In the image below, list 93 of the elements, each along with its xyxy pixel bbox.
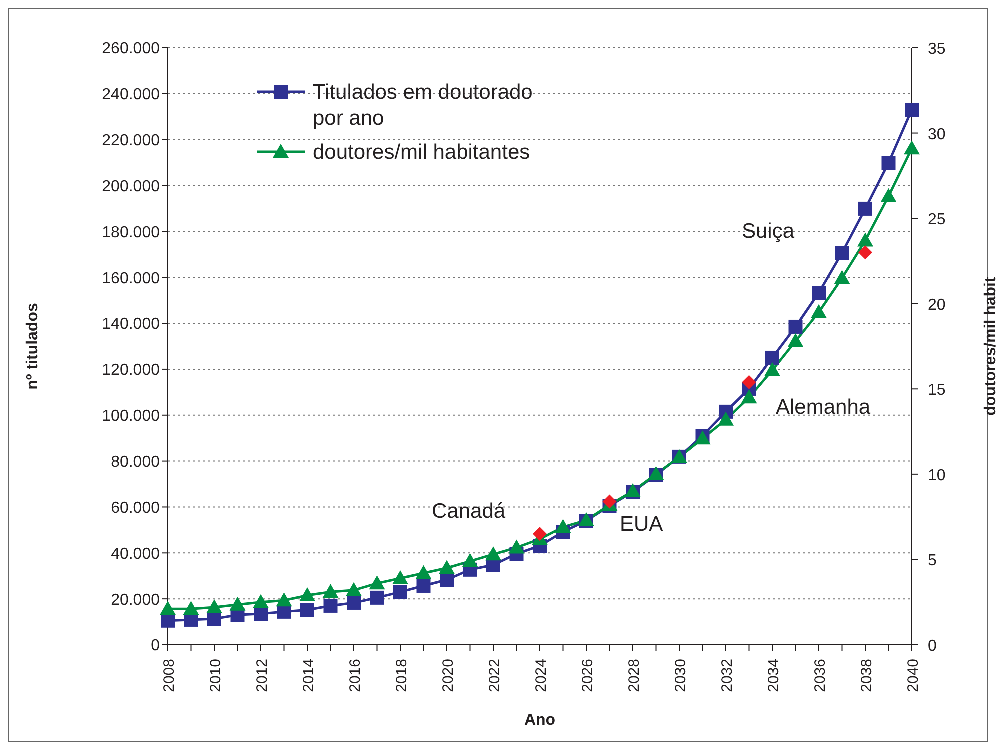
point <box>394 585 408 600</box>
y2-tick-label: 25 <box>928 212 946 229</box>
y2-tick-label: 5 <box>928 552 937 570</box>
point <box>300 588 316 602</box>
point <box>764 362 780 376</box>
y2-tick-label: 10 <box>928 467 946 484</box>
point <box>812 286 826 300</box>
point <box>253 594 269 608</box>
y-tick-label: 180.000 <box>102 224 160 242</box>
point <box>392 570 408 584</box>
y-tick-label: 100.000 <box>102 408 160 426</box>
point <box>718 412 734 426</box>
x-tick-label: 2018 <box>394 659 410 692</box>
y-tick-label: 200.000 <box>102 178 160 196</box>
point <box>880 188 897 202</box>
y-tick-label: 220.000 <box>102 132 160 150</box>
annotation: Canadá <box>432 500 506 524</box>
point <box>416 565 432 580</box>
point <box>811 304 827 318</box>
point <box>230 596 246 611</box>
y-tick-label: 160.000 <box>102 270 160 288</box>
point <box>276 592 292 607</box>
y2-tick-label: 30 <box>928 126 946 144</box>
annotation: EUA <box>620 513 664 537</box>
point <box>439 560 455 574</box>
point <box>602 494 617 509</box>
x-tick-label: 2024 <box>533 659 550 692</box>
x-axis-title: Ano <box>524 712 556 729</box>
point <box>346 582 362 596</box>
point <box>324 598 338 613</box>
x-tick-label: 2034 <box>766 659 782 692</box>
x-tick-label: 2014 <box>300 659 318 692</box>
x-tick-label: 2020 <box>440 659 457 692</box>
point <box>416 578 431 593</box>
x-tick-label: 2016 <box>347 659 364 692</box>
x-tick-label: 2036 <box>812 659 829 692</box>
point <box>300 603 314 618</box>
point <box>742 375 756 390</box>
point <box>160 601 176 616</box>
point <box>858 232 874 247</box>
point <box>788 333 804 348</box>
y-tick-label: 60.000 <box>111 500 160 517</box>
point <box>766 350 780 365</box>
point <box>370 590 384 605</box>
point <box>462 553 478 568</box>
y2-tick-label: 0 <box>928 638 937 655</box>
point <box>882 156 896 170</box>
point <box>858 246 872 260</box>
x-tick-label: 2008 <box>161 659 178 692</box>
y-tick-label: 260.000 <box>102 40 160 58</box>
x-tick-label: 2038 <box>858 659 876 692</box>
point <box>533 527 547 542</box>
point <box>183 601 200 616</box>
point <box>741 390 758 404</box>
y-tick-label: 20.000 <box>111 592 160 609</box>
x-tick-label: 2022 <box>486 659 504 692</box>
point <box>835 246 850 260</box>
x-tick-label: 2040 <box>905 659 922 692</box>
y2-tick-label: 35 <box>928 41 946 58</box>
point <box>486 546 502 561</box>
point <box>440 573 454 588</box>
annotation: Alemanha <box>776 396 871 420</box>
point <box>161 614 175 628</box>
point <box>904 140 920 155</box>
y2-tick-label: 20 <box>928 296 946 314</box>
annotation: Suiça <box>742 220 795 244</box>
y-tick-label: 80.000 <box>111 454 160 471</box>
legend-label: doutores/mil habitantes <box>313 140 532 166</box>
point <box>555 519 572 534</box>
y-tick-label: 40.000 <box>111 546 160 563</box>
y-tick-label: 140.000 <box>102 316 160 334</box>
y-tick-label: 240.000 <box>102 86 160 104</box>
point <box>834 270 850 284</box>
y-tick-label: 0 <box>151 638 160 655</box>
point <box>206 599 222 614</box>
y2-axis-title: doutores/mil habit <box>982 276 1000 416</box>
point <box>347 596 361 610</box>
point <box>905 102 919 117</box>
x-tick-label: 2032 <box>719 659 736 692</box>
y-tick-label: 120.000 <box>102 362 160 380</box>
x-tick-label: 2010 <box>208 659 224 692</box>
x-tick-label: 2026 <box>580 659 596 692</box>
point <box>369 576 386 590</box>
point <box>788 320 803 334</box>
y2-tick-label: 15 <box>928 382 946 400</box>
x-tick-label: 2028 <box>626 659 643 692</box>
y-axis-title: nº titulados <box>24 303 42 390</box>
x-tick-label: 2030 <box>672 659 690 692</box>
legend-label: Titulados em doutorado por ano <box>313 80 534 132</box>
point <box>322 584 339 598</box>
x-tick-label: 2012 <box>254 659 271 692</box>
point <box>508 540 525 554</box>
point <box>858 202 872 216</box>
